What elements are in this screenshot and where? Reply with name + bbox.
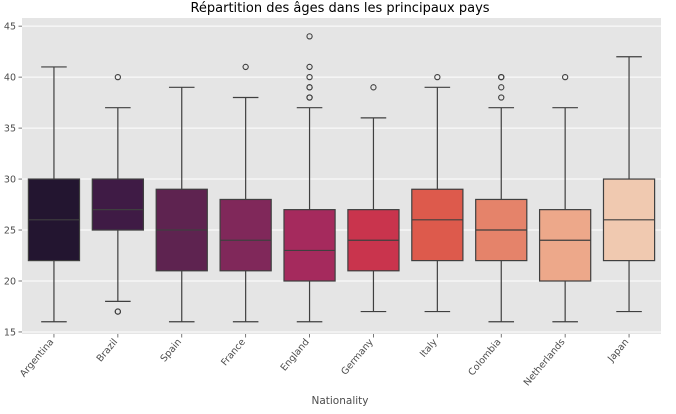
- outlier-point: [306, 33, 313, 40]
- iqr-box: [538, 209, 592, 282]
- box-england: [283, 33, 336, 323]
- outlier-point: [114, 308, 121, 315]
- iqr-box: [411, 188, 464, 262]
- chart-title: Répartition des âges dans les principaux…: [190, 1, 489, 16]
- outlier-point: [242, 63, 249, 71]
- x-axis-ticks: Argentina Brazil Spain France England Germany…: [18, 334, 631, 388]
- box-netherlands: [538, 73, 592, 323]
- y-tick-label: 25: [4, 225, 16, 236]
- y-axis-ticks: 15 20 25 30 35 40 45: [4, 21, 22, 338]
- outlier-point: [434, 73, 441, 81]
- outlier-point: [306, 63, 313, 71]
- y-tick-label: 20: [4, 276, 16, 287]
- x-tick-label: Spain: [159, 337, 184, 364]
- x-axis-label: Nationality: [311, 395, 368, 407]
- y-tick-label: 45: [4, 21, 16, 32]
- box-spain: [155, 86, 208, 323]
- x-tick-label: France: [219, 337, 248, 368]
- x-tick-label: England: [279, 337, 312, 374]
- y-tick-label: 35: [4, 123, 16, 134]
- x-tick-label: Japan: [605, 337, 631, 365]
- outlier-point: [562, 73, 569, 81]
- outlier-point: [498, 84, 505, 91]
- outlier-point: [306, 94, 313, 101]
- boxes: [27, 33, 656, 323]
- outlier-point: [306, 73, 313, 81]
- outlier-point: [498, 94, 505, 101]
- x-tick-label: Italy: [418, 337, 440, 360]
- y-tick-label: 30: [4, 174, 16, 185]
- outlier-point: [114, 73, 121, 81]
- box-colombia: [475, 73, 528, 323]
- box-japan: [602, 56, 656, 313]
- outlier-point: [370, 84, 377, 91]
- iqr-box: [283, 209, 336, 282]
- outlier-point: [498, 73, 505, 81]
- y-tick-label: 40: [4, 72, 16, 83]
- x-tick-label: Brazil: [95, 337, 120, 364]
- x-tick-label: Germany: [339, 337, 376, 378]
- x-tick-label: Argentina: [18, 337, 56, 380]
- outlier-point: [306, 84, 313, 91]
- box-germany: [347, 84, 400, 313]
- box-brazil: [91, 73, 145, 315]
- box-italy: [411, 73, 464, 313]
- box-france: [219, 63, 272, 323]
- box-argentina: [27, 66, 81, 323]
- x-tick-label: Netherlands: [522, 337, 568, 388]
- x-tick-label: Colombia: [466, 337, 503, 378]
- iqr-box: [219, 198, 272, 272]
- iqr-box: [91, 178, 145, 231]
- y-tick-label: 15: [4, 327, 16, 338]
